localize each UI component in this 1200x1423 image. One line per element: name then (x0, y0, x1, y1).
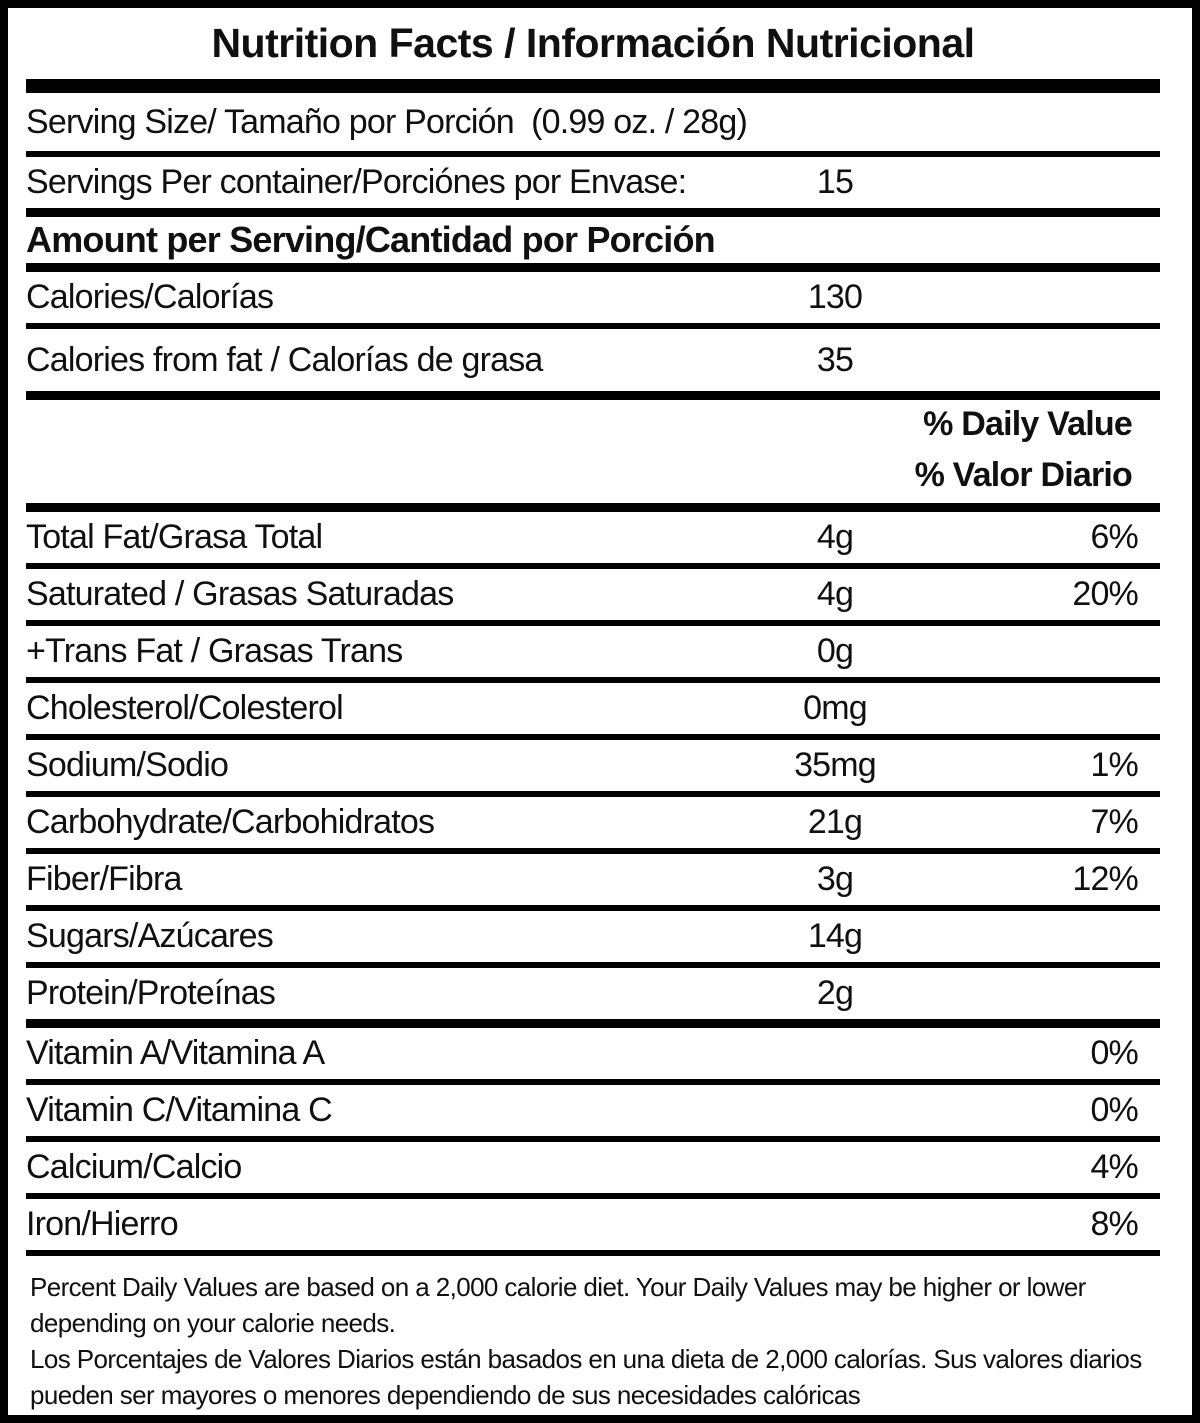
serving-size-row: Serving Size/ Tamaño por Porción (0.99 o… (26, 93, 1160, 157)
daily-value-header-es: % Valor Diario (26, 448, 1160, 512)
table-row-vitamin-c: Vitamin C/Vitamina C 0% (26, 1085, 1160, 1142)
nutrient-value: 0g (816, 632, 854, 670)
table-row-sugars: Sugars/Azúcares 14g (26, 911, 1160, 968)
nutrient-pct: 7% (1090, 803, 1138, 841)
nutrient-label: +Trans Fat / Grasas Trans (26, 632, 403, 670)
nutrient-label: Iron/Hierro (26, 1205, 179, 1243)
table-row-vitamin-a: Vitamin A/Vitamina A 0% (26, 1028, 1160, 1085)
daily-value-header-en: % Daily Value (26, 400, 1160, 448)
nutrient-value: 3g (816, 860, 854, 898)
table-row-calcium: Calcium/Calcio 4% (26, 1142, 1160, 1199)
nutrient-label: Vitamin A/Vitamina A (26, 1034, 325, 1072)
nutrient-value: 4g (816, 518, 854, 556)
nutrient-pct: 12% (1072, 860, 1138, 898)
nutrient-label: Cholesterol/Colesterol (26, 689, 344, 727)
servings-per-container-value: 15 (816, 163, 854, 201)
serving-size-text: Serving Size/ Tamaño por Porción (0.99 o… (26, 102, 748, 141)
nutrient-label: Total Fat/Grasa Total (26, 518, 323, 556)
nutrient-value: 2g (816, 974, 854, 1012)
servings-per-container-row: Servings Per container/Porciónes por Env… (26, 157, 1160, 217)
table-row-sodium: Sodium/Sodio 35mg 1% (26, 740, 1160, 797)
calories-label: Calories/Calorías (26, 278, 274, 316)
nutrient-pct: 4% (1090, 1148, 1138, 1186)
nutrient-label: Protein/Proteínas (26, 974, 276, 1012)
nutrient-label: Carbohydrate/Carbohidratos (26, 803, 435, 841)
nutrient-pct: 0% (1090, 1034, 1138, 1072)
footnote-spanish: Los Porcentajes de Valores Diarios están… (30, 1343, 1142, 1410)
nutrient-pct: 6% (1090, 518, 1138, 556)
calories-row: Calories/Calorías 130 (26, 272, 1160, 329)
daily-value-header-es-text: % Valor Diario (914, 456, 1133, 494)
nutrient-value: 21g (807, 803, 863, 841)
footnotes: Percent Daily Values are based on a 2,00… (26, 1256, 1160, 1414)
table-row-total-fat: Total Fat/Grasa Total 4g 6% (26, 512, 1160, 569)
title-divider-bar (26, 79, 1160, 93)
calories-from-fat-row: Calories from fat / Calorías de grasa 35 (26, 329, 1160, 400)
nutrient-label: Vitamin C/Vitamina C (26, 1091, 333, 1129)
table-row-carbohydrate: Carbohydrate/Carbohidratos 21g 7% (26, 797, 1160, 854)
nutrient-label: Fiber/Fibra (26, 860, 182, 898)
nutrient-label: Saturated / Grasas Saturadas (26, 575, 454, 613)
servings-per-container-label: Servings Per container/Porciónes por Env… (26, 163, 687, 201)
footnote-english: Percent Daily Values are based on a 2,00… (30, 1272, 1086, 1338)
nutrient-label: Sodium/Sodio (26, 746, 229, 784)
nutrient-value: 35mg (794, 746, 877, 784)
nutrient-label: Sugars/Azúcares (26, 917, 274, 955)
table-row-protein: Protein/Proteínas 2g (26, 968, 1160, 1028)
amount-per-serving-text: Amount per Serving/Cantidad por Porción (26, 219, 716, 260)
calories-from-fat-label: Calories from fat / Calorías de grasa (26, 340, 543, 379)
table-row-iron: Iron/Hierro 8% (26, 1199, 1160, 1256)
nutrient-value: 4g (816, 575, 854, 613)
nutrient-pct: 1% (1090, 746, 1138, 784)
table-row-trans-fat: +Trans Fat / Grasas Trans 0g (26, 626, 1160, 683)
nutrient-pct: 8% (1090, 1205, 1138, 1243)
nutrient-pct: 20% (1072, 575, 1138, 613)
daily-value-header-en-text: % Daily Value (923, 404, 1133, 443)
nutrient-pct: 0% (1090, 1091, 1138, 1129)
nutrient-value: 14g (807, 917, 863, 955)
label-title: Nutrition Facts / Información Nutriciona… (211, 20, 975, 66)
nutrient-value: 0mg (803, 689, 868, 727)
table-row-cholesterol: Cholesterol/Colesterol 0mg (26, 683, 1160, 740)
nutrient-label: Calcium/Calcio (26, 1148, 242, 1186)
table-row-fiber: Fiber/Fibra 3g 12% (26, 854, 1160, 911)
calories-from-fat-value: 35 (816, 340, 854, 379)
table-row-saturated-fat: Saturated / Grasas Saturadas 4g 20% (26, 569, 1160, 626)
calories-value: 130 (807, 278, 863, 316)
amount-per-serving-header: Amount per Serving/Cantidad por Porción (26, 217, 1160, 272)
